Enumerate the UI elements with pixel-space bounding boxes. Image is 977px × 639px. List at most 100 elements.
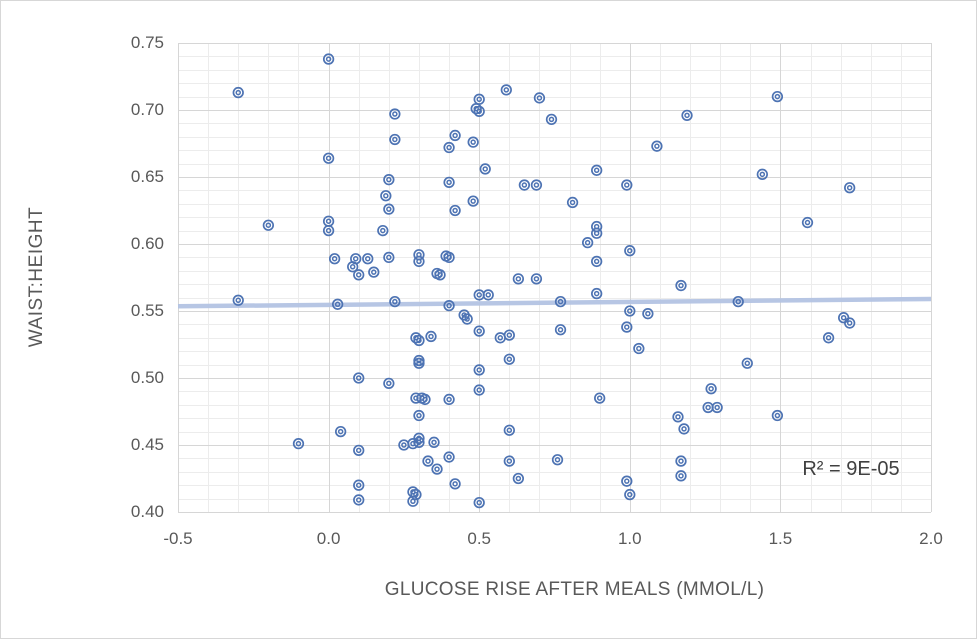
y-tick-label: 0.40 <box>130 502 164 521</box>
data-point-marker <box>756 168 768 180</box>
trendline <box>177 296 932 309</box>
data-point-marker <box>422 455 434 467</box>
data-point-marker <box>844 317 856 329</box>
y-tick-label: 0.45 <box>130 435 164 454</box>
data-point-marker <box>500 84 512 96</box>
data-point-marker <box>675 455 687 467</box>
data-point-marker <box>443 299 455 312</box>
data-point-marker <box>328 253 341 265</box>
data-point-marker <box>503 424 515 436</box>
y-tick-label: 0.55 <box>130 301 164 320</box>
data-point-marker <box>461 313 473 325</box>
data-point-marker <box>678 423 690 435</box>
data-point-marker <box>262 219 275 231</box>
x-tick-label: 0.5 <box>467 529 491 548</box>
data-point-marker <box>591 255 603 268</box>
data-point-marker <box>419 393 431 406</box>
data-point-marker <box>413 334 425 347</box>
data-point-marker <box>331 298 344 310</box>
y-axis-title: WAIST:HEIGHT <box>26 206 47 348</box>
data-point-marker <box>503 455 515 467</box>
data-point-marker <box>530 179 543 191</box>
data-point-marker <box>732 295 744 308</box>
data-point-marker <box>705 383 717 395</box>
data-point-marker <box>377 224 389 237</box>
data-point-marker <box>353 269 365 281</box>
data-point-marker <box>566 196 579 209</box>
y-tick-label: 0.60 <box>130 234 164 253</box>
data-point-marker <box>675 470 687 482</box>
data-point-marker <box>482 289 494 301</box>
x-tick-label: -0.5 <box>163 529 193 548</box>
data-point-marker <box>822 332 835 344</box>
data-point-marker <box>443 141 455 154</box>
y-tick-label: 0.50 <box>130 368 164 387</box>
data-point-marker <box>383 174 395 186</box>
data-point-marker <box>353 444 365 457</box>
data-point-marker <box>407 495 419 507</box>
data-point-marker <box>771 409 784 422</box>
data-point-marker <box>449 478 461 490</box>
data-point-marker <box>434 269 446 281</box>
data-point-marker <box>389 295 401 308</box>
data-point-marker <box>292 438 305 450</box>
data-point-marker <box>494 332 506 344</box>
data-point-marker <box>467 136 479 148</box>
data-point-marker <box>633 342 645 355</box>
data-point-marker <box>844 182 856 194</box>
data-point-marker <box>473 364 485 376</box>
data-point-marker <box>838 312 850 324</box>
data-point-marker <box>533 92 546 104</box>
data-point-marker <box>380 190 392 202</box>
data-point-marker <box>322 224 335 237</box>
data-point-marker <box>413 409 425 422</box>
y-tick-label: 0.70 <box>130 100 164 119</box>
data-point-marker <box>428 436 440 448</box>
data-point-marker <box>503 329 515 341</box>
data-point-marker <box>473 325 485 337</box>
data-point-marker <box>232 86 244 99</box>
data-point-marker <box>353 372 365 384</box>
data-point-marker <box>467 195 479 207</box>
data-point-marker <box>383 251 395 264</box>
data-point-marker <box>449 129 461 142</box>
data-point-marker <box>801 216 814 229</box>
x-tick-label: 2.0 <box>919 529 943 548</box>
data-point-marker <box>413 255 425 268</box>
data-point-marker <box>473 105 485 117</box>
data-point-marker <box>512 472 525 485</box>
data-point-marker <box>581 237 594 249</box>
data-point-marker <box>741 357 753 369</box>
data-point-marker <box>594 392 606 404</box>
minor-gridlines <box>178 43 931 512</box>
data-point-marker <box>389 133 401 146</box>
data-point-marker <box>443 176 455 189</box>
data-point-marker <box>353 494 365 506</box>
data-point-marker <box>334 425 347 438</box>
x-tick-label: 0.0 <box>316 529 341 548</box>
data-point-marker <box>624 245 636 257</box>
data-point-marker <box>425 330 437 343</box>
data-point-marker <box>347 261 359 273</box>
data-point-marker <box>591 287 603 300</box>
data-point-marker <box>473 384 485 396</box>
data-point-marker <box>551 454 564 466</box>
data-point-marker <box>362 253 374 265</box>
data-point-marker <box>642 308 654 320</box>
data-point-marker <box>702 401 714 414</box>
data-point-marker <box>479 163 491 175</box>
data-point-marker <box>443 451 455 463</box>
data-point-marker <box>353 479 365 491</box>
data-point-marker <box>443 251 455 264</box>
data-point-marker <box>431 463 443 475</box>
x-tick-label: 1.5 <box>768 529 793 548</box>
major-gridlines <box>178 43 932 513</box>
data-point-marker <box>591 164 603 176</box>
data-point-marker <box>591 227 603 239</box>
data-point-marker <box>232 294 244 306</box>
data-point-marker <box>389 108 401 120</box>
y-tick-label: 0.65 <box>130 167 164 186</box>
r-squared-annotation: R² = 9E-05 <box>802 458 900 480</box>
